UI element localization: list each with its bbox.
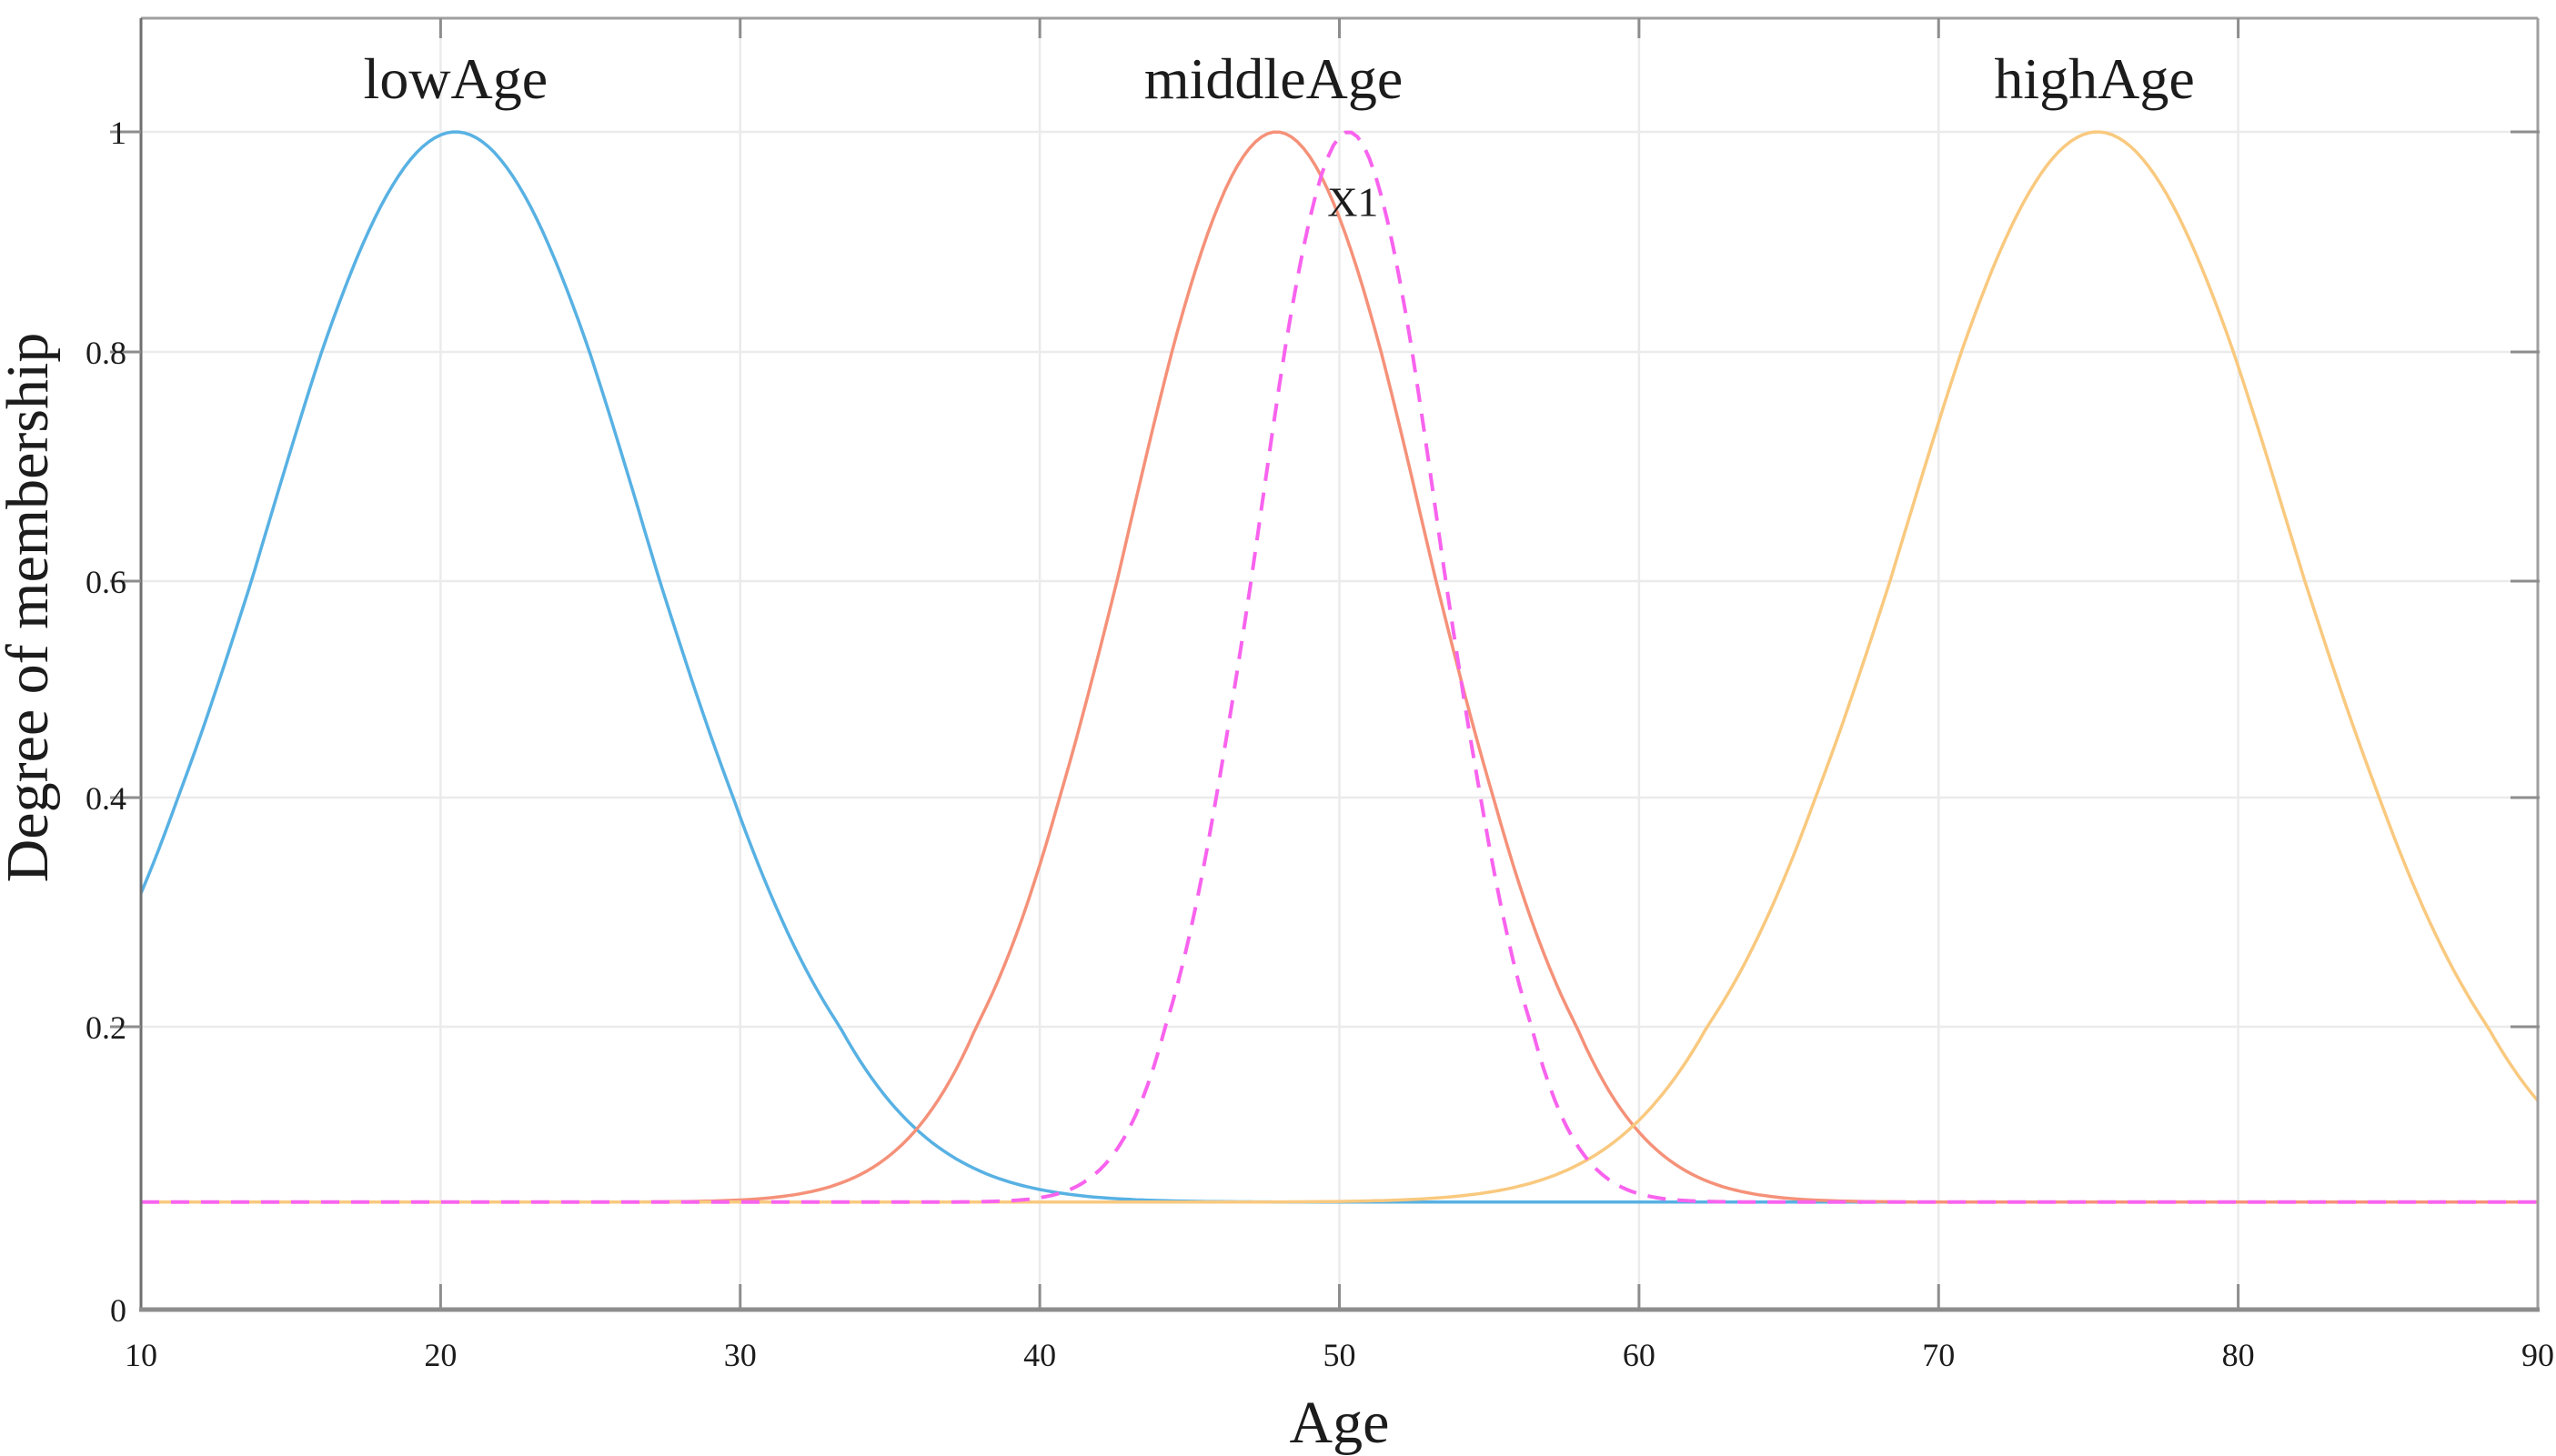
x-tick-label: 40 [1023, 1337, 1056, 1373]
x-tick-label: 60 [1623, 1337, 1655, 1373]
curve-label-highAge: highAge [1994, 46, 2194, 111]
y-tick-label: 1 [110, 115, 126, 151]
tick-marks [110, 18, 2540, 1310]
x-tick-labels: 10 20 30 40 50 60 70 80 90 [125, 1337, 2554, 1373]
x-tick-label: 70 [1922, 1337, 1955, 1373]
y-tick-labels: 0 0.2 0.4 0.6 0.8 1 [86, 115, 126, 1329]
x-tick-label: 50 [1323, 1337, 1356, 1373]
y-tick-label: 0.2 [86, 1009, 126, 1046]
x-tick-label: 30 [724, 1337, 757, 1373]
x-tick-label: 90 [2521, 1337, 2554, 1373]
curve-label-middleAge: middleAge [1144, 46, 1403, 111]
x-tick-label: 10 [125, 1337, 157, 1373]
y-tick-label: 0.6 [86, 564, 126, 600]
y-tick-label: 0.4 [86, 780, 126, 817]
curve-label-lowAge: lowAge [364, 46, 548, 111]
curve-X1 [141, 130, 2538, 1204]
x-tick-label: 80 [2222, 1337, 2255, 1373]
x-tick-label: 20 [424, 1337, 457, 1373]
annotation-X1: X1 [1327, 179, 1378, 226]
curves [141, 130, 2538, 1204]
y-tick-label: 0.8 [86, 335, 126, 371]
x-axis-label: Age [1290, 1390, 1390, 1456]
y-axis-label: Degree of membership [0, 333, 61, 883]
gridlines [141, 18, 2538, 1310]
y-tick-label: 0 [110, 1292, 126, 1329]
